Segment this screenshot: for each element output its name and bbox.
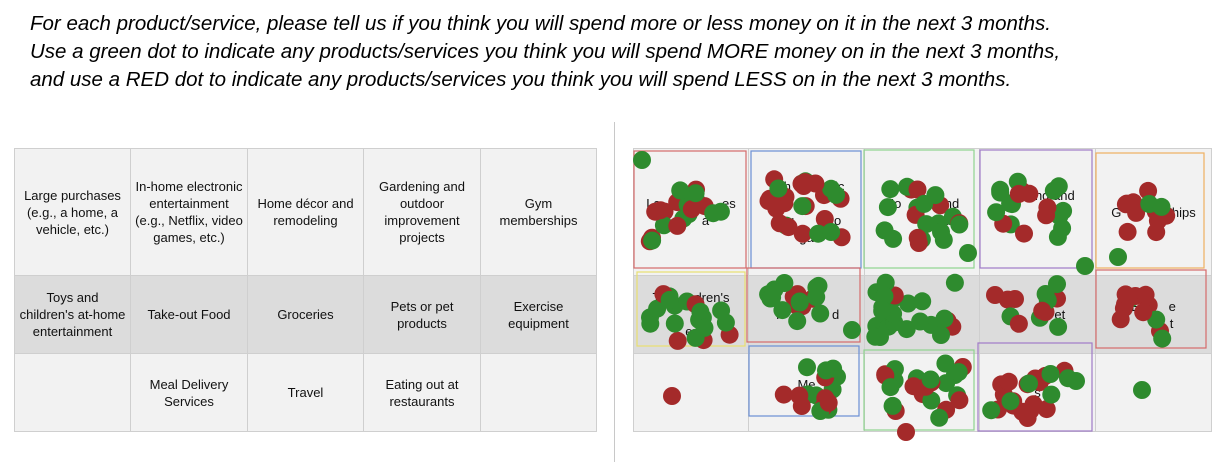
- cell-home-decor[interactable]: Home décor and remodeling: [247, 148, 364, 276]
- response-cell[interactable]: s: [979, 353, 1096, 432]
- response-cell[interactable]: [864, 275, 980, 354]
- cell-label: La urch es a: [646, 196, 736, 228]
- cell-label: Eating out at restaurants: [385, 376, 459, 409]
- response-cell[interactable]: P et: [979, 275, 1096, 354]
- cell-groceries[interactable]: Groceries: [247, 275, 364, 354]
- cell-label: G rships: [1111, 204, 1196, 220]
- response-cell[interactable]: T d: [748, 275, 865, 354]
- cell-large-purchases[interactable]: Large purchases (e.g., a home, a vehicle…: [14, 148, 131, 276]
- cell-label: Large purchases (e.g., a home, a vehicle…: [24, 187, 121, 237]
- cell-in-home-electronic-entertainment[interactable]: In-home electronic entertainment (e.g., …: [130, 148, 248, 276]
- cell-label: T d: [773, 307, 840, 322]
- response-cell: [1095, 353, 1212, 432]
- cell-eating-out[interactable]: Eating out at restaurants: [363, 353, 481, 432]
- cell-label: Me S: [797, 376, 816, 409]
- response-cell[interactable]: La urch es a: [633, 148, 749, 276]
- response-cell[interactable]: G ing and r nt: [979, 148, 1096, 276]
- cell-label: E e t: [1131, 298, 1176, 331]
- cell-take-out-food[interactable]: Take-out Food: [130, 275, 248, 354]
- cell-travel[interactable]: Travel: [247, 353, 364, 432]
- cell-gardening[interactable]: Gardening and outdoor improvement projec…: [363, 148, 481, 276]
- cell-label: Toys and children's at-home entertainmen…: [19, 290, 126, 339]
- response-cell[interactable]: G rships: [1095, 148, 1212, 276]
- cell-label: P et: [1009, 307, 1066, 322]
- cell-label: Gardening and outdoor improvement projec…: [378, 179, 465, 245]
- instruction-line-1: For each product/service, please tell us…: [30, 12, 1051, 35]
- instructions: For each product/service, please tell us…: [30, 10, 1220, 94]
- cell-label: In-home electronic entertainment (e.g., …: [135, 179, 243, 245]
- response-cell[interactable]: Me S: [748, 353, 865, 432]
- response-cell[interactable]: Toy dren's er: [633, 275, 749, 354]
- cell-label: In-h tronic (e.g eo ga: [768, 179, 845, 245]
- cell-label: Groceries: [277, 307, 334, 322]
- cell-exercise-equipment[interactable]: Exercise equipment: [480, 275, 597, 354]
- cell-empty: [480, 353, 597, 432]
- cell-label: Ho and d: [884, 196, 960, 228]
- cell-meal-delivery[interactable]: Meal Delivery Services: [130, 353, 248, 432]
- cell-label: s: [1034, 385, 1041, 400]
- response-cell[interactable]: In-h tronic (e.g eo ga: [748, 148, 865, 276]
- cell-label: Gym memberships: [499, 196, 578, 228]
- cell-pets[interactable]: Pets or pet products: [363, 275, 481, 354]
- cell-label: Travel: [287, 385, 324, 400]
- cell-label: Exercise equipment: [508, 298, 569, 331]
- product-grid-responses: La urch es a In-h tronic (e.g eo ga Ho a…: [633, 148, 1212, 432]
- cell-label: Take-out Food: [147, 307, 231, 322]
- instruction-line-2: Use a green dot to indicate any products…: [30, 40, 1061, 63]
- response-cell: [633, 353, 749, 432]
- response-cell[interactable]: [864, 353, 980, 432]
- cell-gym-memberships[interactable]: Gym memberships: [480, 148, 597, 276]
- cell-label: Meal Delivery Services: [149, 376, 229, 409]
- product-grid-blank: Large purchases (e.g., a home, a vehicle…: [14, 148, 597, 432]
- cell-toys[interactable]: Toys and children's at-home entertainmen…: [14, 275, 131, 354]
- instruction-line-3: and use a RED dot to indicate any produc…: [30, 68, 1012, 91]
- cell-label: Toy dren's er: [652, 290, 730, 339]
- response-cell[interactable]: E e t: [1095, 275, 1212, 354]
- response-cell[interactable]: Ho and d: [864, 148, 980, 276]
- cell-label: Pets or pet products: [390, 298, 454, 331]
- cell-label: Home décor and remodeling: [257, 196, 354, 228]
- panel-divider: [614, 122, 615, 462]
- cell-label: G ing and r nt: [1000, 187, 1075, 237]
- cell-empty: [14, 353, 131, 432]
